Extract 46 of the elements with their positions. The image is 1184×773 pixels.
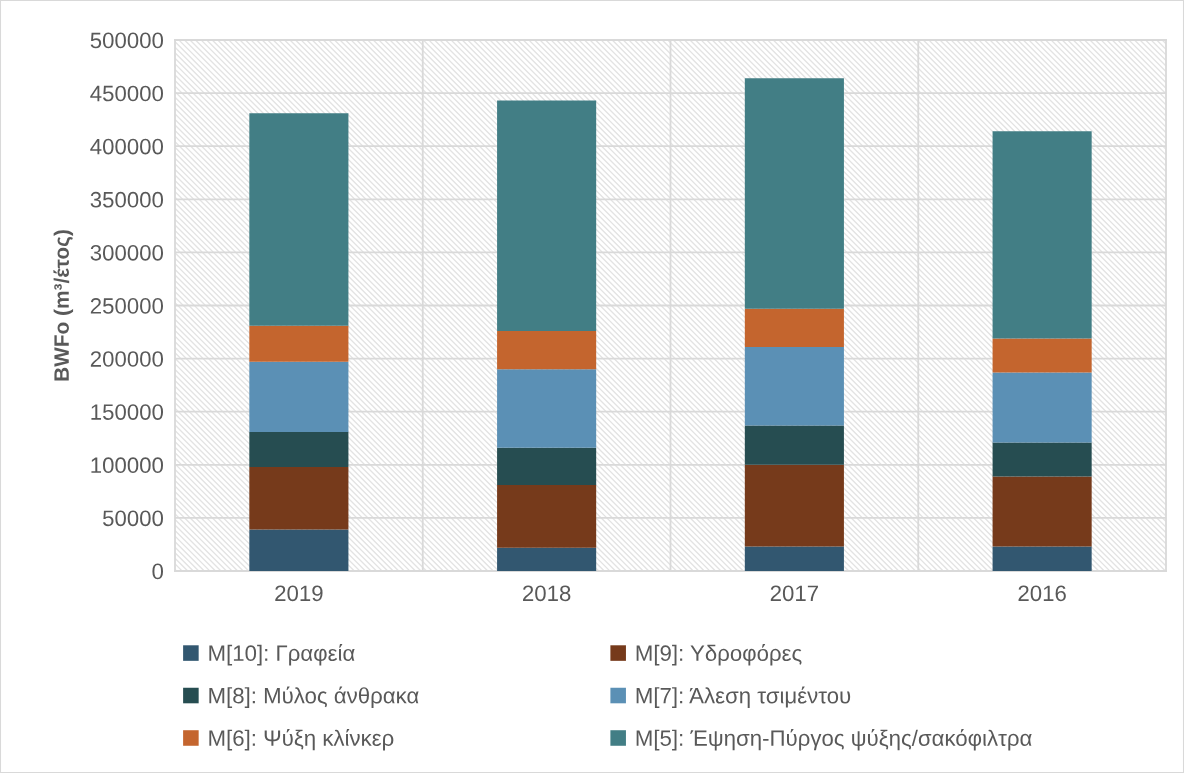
y-tick-label: 150000 [91,404,164,420]
bar [497,369,597,448]
y-tick-label: 400000 [90,138,164,155]
bar [249,325,349,362]
x-tick-label: 2017 [770,585,818,602]
x-tick-label: 2019 [275,585,323,602]
bar [249,113,349,326]
bar [249,361,349,432]
y-tick-label: 100000 [91,457,164,474]
bar [497,547,597,571]
bar [992,131,1092,339]
y-tick-label: 50000 [102,510,164,527]
legend-label: M[8]: Μύλος άνθρακα [209,686,419,708]
y-tick-label: 350000 [90,191,164,208]
bar [497,330,597,370]
bar [497,100,597,331]
bar [992,476,1092,547]
bar [744,464,844,547]
bar [744,308,844,347]
bar [744,425,844,465]
bar [744,546,844,571]
y-tick-label: 450000 [90,85,164,102]
bar [992,338,1092,373]
legend-label: M[7]: Άλεση τσιμέντου [636,686,851,708]
bar [992,546,1092,571]
bar [992,372,1092,443]
bar [744,346,844,426]
legend-label: M[5]: Έψηση-Πύργος ψύξης/σακόφιλτρα [636,729,1032,751]
bar [992,442,1092,477]
bar [497,484,597,548]
legend-label: M[10]: Γραφεία [209,644,355,666]
y-tick-label: 250000 [90,298,164,314]
legend-label: M[6]: Ψύξη κλίνκερ [209,729,394,751]
bar [249,466,349,530]
y-tick-label: 500000 [90,32,164,49]
y-tick-label: 300000 [90,244,164,261]
x-tick-label: 2016 [1018,585,1066,602]
y-tick-label: 0 [152,563,164,580]
bar [744,78,844,309]
bar [497,447,597,485]
y-tick-label: 200000 [90,351,164,367]
legend-label: M[9]: Υδροφόρες [636,644,802,666]
bar [249,529,349,571]
y-axis-title: BWFo (m³/έτος) [53,230,74,381]
x-tick-label: 2018 [523,585,571,602]
bar [249,431,349,467]
